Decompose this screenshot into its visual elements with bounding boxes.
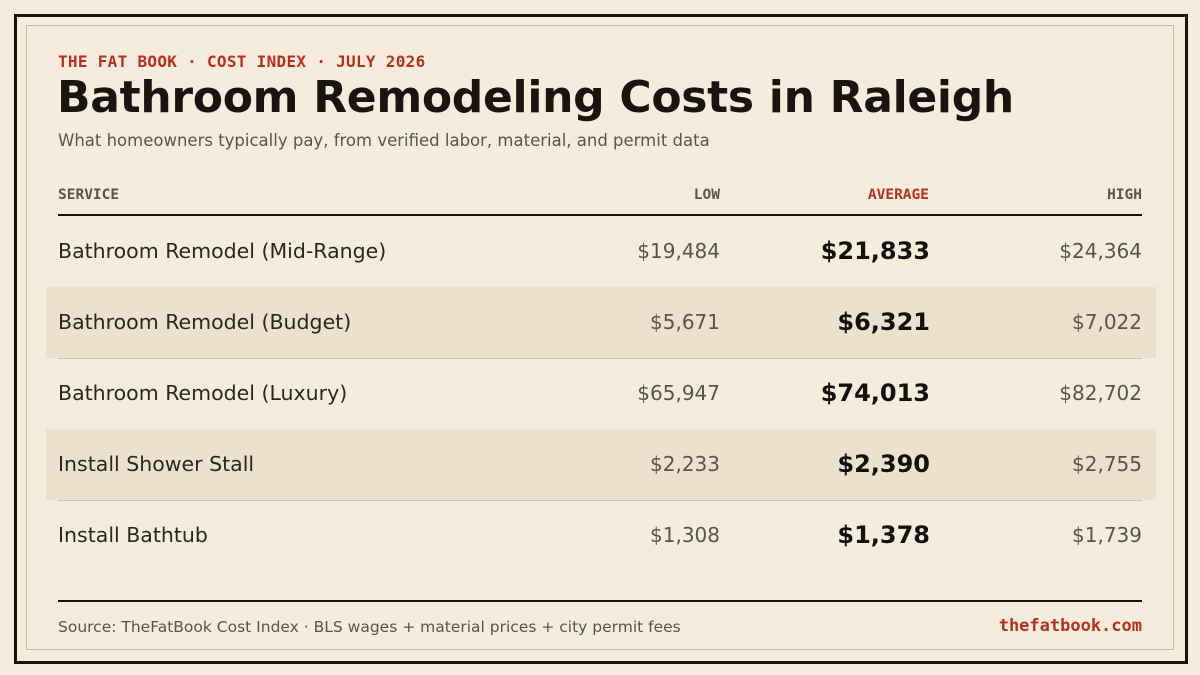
outer-frame — [14, 14, 1188, 664]
header-rule — [58, 214, 1142, 216]
table-row: Bathroom Remodel (Budget) $5,671 $6,321 $7,… — [46, 287, 1156, 358]
service-cell: Install Bathtub — [58, 523, 208, 547]
high-cost-cell: $24,364 — [1059, 239, 1142, 263]
average-cost-cell: $1,378 — [837, 521, 930, 549]
table-row: Bathroom Remodel (Luxury) $65,947 $74,013 $… — [46, 358, 1156, 429]
service-cell: Install Shower Stall — [58, 452, 255, 476]
average-cost-cell: $74,013 — [820, 379, 930, 407]
column-header-low: LOW — [693, 187, 720, 203]
row-divider — [58, 500, 1142, 501]
footer-rule — [58, 600, 1142, 602]
low-cost-cell: $1,308 — [650, 523, 720, 547]
low-cost-cell: $5,671 — [650, 310, 720, 334]
source-note: Source: TheFatBook Cost Index · BLS wage… — [58, 618, 681, 636]
high-cost-cell: $82,702 — [1059, 381, 1142, 405]
high-cost-cell: $2,755 — [1072, 452, 1142, 476]
high-cost-cell: $1,739 — [1072, 523, 1142, 547]
site-link[interactable]: thefatbook.com — [998, 616, 1142, 636]
column-header-service: SERVICE — [58, 187, 120, 203]
average-cost-cell: $6,321 — [837, 308, 930, 336]
table-row: Install Shower Stall $2,233 $2,390 $2,755 — [46, 429, 1156, 500]
table-row: Bathroom Remodel (Mid-Range) $19,484 $21,8… — [46, 216, 1156, 287]
low-cost-cell: $2,233 — [650, 452, 720, 476]
average-cost-cell: $21,833 — [820, 237, 930, 265]
service-cell: Bathroom Remodel (Budget) — [58, 310, 352, 334]
page-title: Bathroom Remodeling Costs in Raleigh — [57, 72, 1014, 123]
service-cell: Bathroom Remodel (Luxury) — [58, 381, 348, 405]
high-cost-cell: $7,022 — [1072, 310, 1142, 334]
average-cost-cell: $2,390 — [837, 450, 930, 478]
kicker-label: THE FAT BOOK · COST INDEX · JULY 2026 — [58, 52, 426, 71]
table-row: Install Bathtub $1,308 $1,378 $1,739 — [46, 500, 1156, 571]
low-cost-cell: $65,947 — [637, 381, 720, 405]
low-cost-cell: $19,484 — [637, 239, 720, 263]
service-cell: Bathroom Remodel (Mid-Range) — [58, 239, 387, 263]
row-divider — [58, 358, 1142, 359]
column-header-high: HIGH — [1107, 187, 1142, 203]
column-header-average: AVERAGE — [867, 187, 929, 203]
inner-frame — [26, 25, 1174, 650]
page-subtitle: What homeowners typically pay, from veri… — [58, 131, 710, 150]
